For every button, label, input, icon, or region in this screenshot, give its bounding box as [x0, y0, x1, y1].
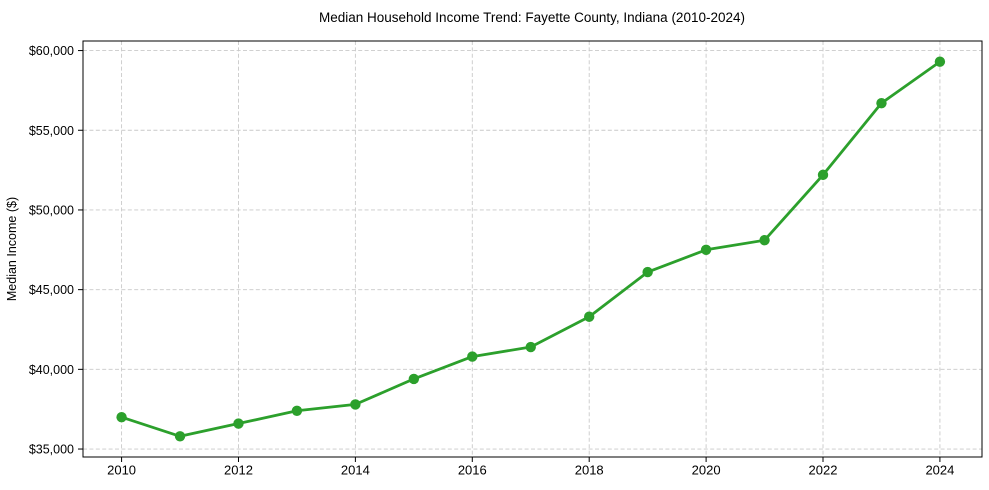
data-point-2022	[817, 169, 829, 181]
y-axis-label: Median Income ($)	[5, 197, 19, 301]
x-tick-label: 2014	[341, 463, 370, 478]
axis-ticks	[78, 50, 941, 462]
income-trend-line	[120, 60, 942, 438]
x-tick-label: 2016	[458, 463, 487, 478]
data-point-2018	[583, 311, 595, 322]
data-point-2021	[759, 235, 770, 246]
data-point-2015	[408, 373, 420, 385]
data-point-2012	[233, 418, 244, 429]
y-tick-label: $50,000	[29, 203, 74, 217]
y-tick-label: $60,000	[29, 44, 74, 58]
data-point-2013	[291, 405, 303, 416]
x-tick-label: 2024	[925, 463, 954, 478]
horizontal-gridlines	[83, 50, 982, 450]
data-point-2011	[174, 431, 186, 442]
y-tick-label: $55,000	[29, 124, 74, 138]
data-point-2010	[116, 411, 127, 423]
x-tick-labels: 2010 2012 2014 2016 2018 2020 2022 2024	[107, 463, 954, 478]
data-point-2019	[642, 266, 653, 278]
data-point-2016	[467, 351, 478, 362]
x-tick-label: 2020	[692, 463, 721, 478]
y-tick-label: $45,000	[29, 283, 74, 297]
y-tick-labels: $35,000 $40,000 $45,000 $50,000 $55,000 $60,0…	[29, 44, 74, 456]
data-point-markers	[116, 56, 946, 442]
x-tick-label: 2010	[107, 463, 136, 478]
x-tick-label: 2022	[809, 463, 838, 478]
y-tick-label: $40,000	[29, 363, 74, 377]
data-point-2024	[934, 56, 946, 67]
x-tick-label: 2018	[575, 463, 604, 478]
plot-border	[82, 40, 983, 458]
data-point-2017	[525, 341, 536, 353]
vertical-gridlines	[121, 41, 941, 457]
data-point-2014	[350, 399, 361, 410]
data-point-2020	[700, 244, 712, 255]
y-tick-label: $35,000	[29, 443, 74, 457]
data-point-2023	[876, 97, 887, 109]
x-tick-label: 2012	[224, 463, 253, 478]
chart-title: Median Household Income Trend: Fayette C…	[319, 10, 745, 25]
